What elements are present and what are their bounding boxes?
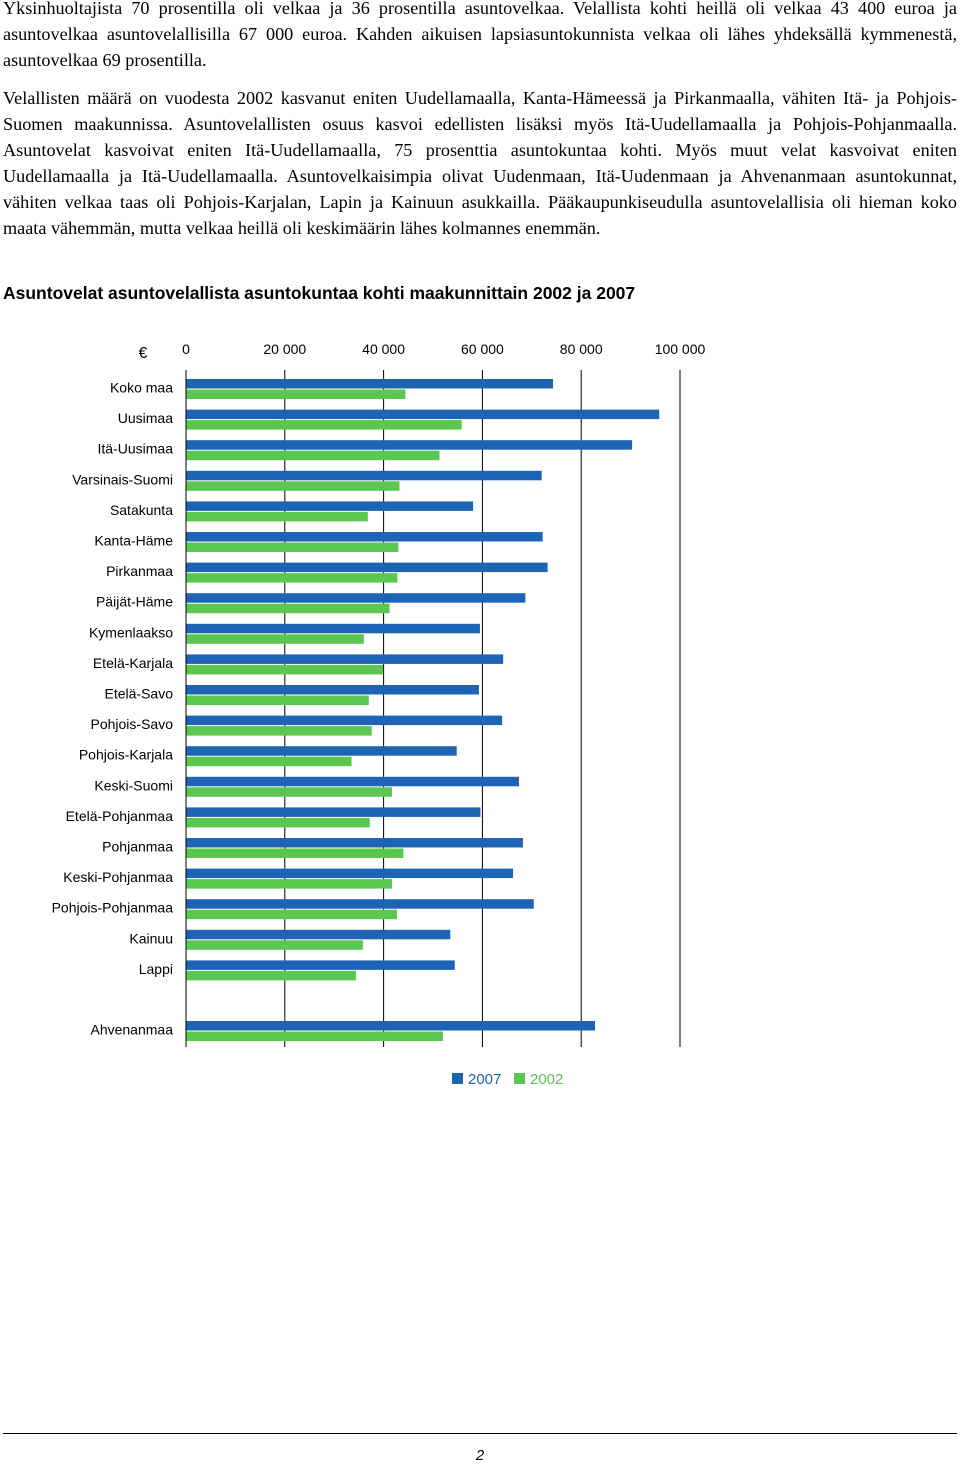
bar-2002-kanta-h-me bbox=[186, 543, 398, 553]
bar-2007-kainuu bbox=[186, 930, 450, 940]
x-tick-label: 60 000 bbox=[461, 341, 504, 357]
bar-2002-kainuu bbox=[186, 940, 363, 950]
unit-label: € bbox=[139, 345, 148, 362]
x-tick-label: 100 000 bbox=[655, 341, 706, 357]
category-label-ahvenanmaa: Ahvenanmaa bbox=[90, 1022, 173, 1038]
category-label-kainuu: Kainuu bbox=[129, 930, 173, 946]
bar-2002-lappi bbox=[186, 971, 356, 981]
category-label-p-ij-t-h-me: Päijät-Häme bbox=[96, 594, 173, 610]
bar-2007-lappi bbox=[186, 960, 455, 970]
category-label-kymenlaakso: Kymenlaakso bbox=[89, 624, 173, 640]
bar-2002-koko-maa bbox=[186, 390, 405, 400]
bar-2002-etel-pohjanmaa bbox=[186, 818, 370, 828]
bar-2002-pirkanmaa bbox=[186, 573, 397, 583]
legend-swatch-2002 bbox=[514, 1073, 525, 1084]
bar-2007-keski-suomi bbox=[186, 777, 519, 787]
bar-2007-keski-pohjanmaa bbox=[186, 869, 513, 879]
category-label-pohjois-savo: Pohjois-Savo bbox=[91, 716, 174, 732]
bar-2007-p-ij-t-h-me bbox=[186, 593, 525, 603]
bar-2007-pohjois-karjala bbox=[186, 746, 457, 756]
x-tick-label: 20 000 bbox=[263, 341, 306, 357]
bar-2007-satakunta bbox=[186, 501, 473, 511]
bar-2002-pohjois-karjala bbox=[186, 757, 351, 767]
category-label-etel-savo: Etelä-Savo bbox=[105, 686, 174, 702]
bar-2007-kymenlaakso bbox=[186, 624, 480, 634]
legend-label-2007: 2007 bbox=[468, 1071, 501, 1088]
bar-2007-it-uusimaa bbox=[186, 440, 632, 450]
bar-2002-varsinais-suomi bbox=[186, 481, 399, 491]
bar-2002-it-uusimaa bbox=[186, 451, 439, 461]
chart-title: Asuntovelat asuntovelallista asuntokunta… bbox=[3, 283, 635, 304]
bar-2007-pohjois-pohjanmaa bbox=[186, 899, 534, 909]
x-tick-label: 80 000 bbox=[560, 341, 603, 357]
bars bbox=[186, 379, 659, 1041]
bar-2007-etel-pohjanmaa bbox=[186, 807, 480, 817]
category-label-pohjois-karjala: Pohjois-Karjala bbox=[79, 747, 173, 763]
bar-2002-etel-karjala bbox=[186, 665, 383, 675]
x-tick-label: 40 000 bbox=[362, 341, 405, 357]
category-label-kanta-h-me: Kanta-Häme bbox=[94, 533, 173, 549]
bar-2007-pohjois-savo bbox=[186, 716, 502, 726]
bar-2007-etel-karjala bbox=[186, 654, 503, 664]
category-label-pohjanmaa: Pohjanmaa bbox=[102, 839, 173, 855]
footer-rule bbox=[3, 1433, 957, 1434]
category-label-koko-maa: Koko maa bbox=[110, 380, 173, 396]
bar-2002-keski-pohjanmaa bbox=[186, 879, 392, 889]
category-label-uusimaa: Uusimaa bbox=[118, 410, 173, 426]
category-label-it-uusimaa: Itä-Uusimaa bbox=[98, 441, 174, 457]
category-label-keski-pohjanmaa: Keski-Pohjanmaa bbox=[63, 869, 173, 885]
bar-2007-koko-maa bbox=[186, 379, 553, 389]
category-label-etel-karjala: Etelä-Karjala bbox=[93, 655, 173, 671]
x-tick-label: 0 bbox=[182, 341, 190, 357]
category-labels: Koko maa Uusimaa Itä-Uusimaa Varsinais-Suom… bbox=[52, 380, 174, 1038]
page-number: 2 bbox=[0, 1447, 960, 1464]
bar-2002-pohjanmaa bbox=[186, 849, 403, 859]
category-label-lappi: Lappi bbox=[139, 961, 173, 977]
category-label-satakunta: Satakunta bbox=[110, 502, 173, 518]
intro-paragraph: Yksinhuoltajista 70 prosentilla oli velk… bbox=[3, 0, 957, 73]
bar-2002-p-ij-t-h-me bbox=[186, 604, 390, 614]
analysis-paragraph: Velallisten määrä on vuodesta 2002 kasva… bbox=[3, 85, 957, 241]
legend-swatch-2007 bbox=[452, 1073, 463, 1084]
bar-2002-uusimaa bbox=[186, 420, 462, 430]
bar-2002-kymenlaakso bbox=[186, 634, 364, 644]
bar-2007-etel-savo bbox=[186, 685, 479, 695]
x-axis-tick-labels: 0 20 000 40 000 60 000 80 000 100 000 bbox=[182, 341, 705, 357]
category-label-pohjois-pohjanmaa: Pohjois-Pohjanmaa bbox=[52, 900, 174, 916]
bar-chart: € 0 20 000 40 000 60 000 80 000 100 000 Koko … bbox=[0, 330, 760, 1110]
bar-2007-kanta-h-me bbox=[186, 532, 543, 542]
bar-2002-keski-suomi bbox=[186, 787, 392, 797]
bar-2002-etel-savo bbox=[186, 696, 369, 706]
bar-2002-pohjois-savo bbox=[186, 726, 372, 736]
bar-2007-ahvenanmaa bbox=[186, 1021, 595, 1031]
category-label-etel-pohjanmaa: Etelä-Pohjanmaa bbox=[66, 808, 174, 824]
bar-2007-pohjanmaa bbox=[186, 838, 523, 848]
category-label-keski-suomi: Keski-Suomi bbox=[94, 777, 173, 793]
legend-label-2002: 2002 bbox=[530, 1071, 563, 1088]
category-label-varsinais-suomi: Varsinais-Suomi bbox=[72, 471, 173, 487]
bar-2007-pirkanmaa bbox=[186, 563, 548, 573]
category-label-pirkanmaa: Pirkanmaa bbox=[106, 563, 173, 579]
bar-2007-uusimaa bbox=[186, 410, 659, 420]
bar-2002-pohjois-pohjanmaa bbox=[186, 910, 397, 920]
bar-2002-satakunta bbox=[186, 512, 368, 522]
bar-2002-ahvenanmaa bbox=[186, 1032, 443, 1042]
bar-2007-varsinais-suomi bbox=[186, 471, 542, 481]
chart-legend: 2007 2002 bbox=[452, 1071, 563, 1088]
